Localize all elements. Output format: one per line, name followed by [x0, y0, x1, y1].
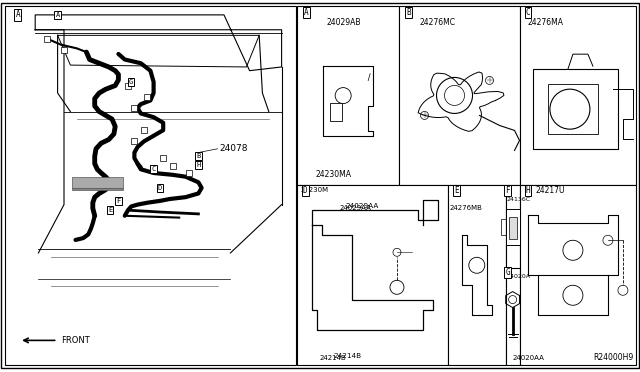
Bar — [297, 6, 399, 185]
Text: 24214B: 24214B — [333, 353, 362, 359]
Text: 24276MA: 24276MA — [528, 18, 564, 27]
Bar — [125, 83, 131, 89]
Text: H: H — [525, 186, 531, 195]
Bar — [506, 185, 520, 365]
Bar — [144, 94, 150, 100]
Text: 24020AA: 24020AA — [512, 355, 544, 361]
Text: 24214B: 24214B — [319, 355, 346, 361]
Text: B: B — [196, 153, 200, 159]
Text: R24000H9: R24000H9 — [593, 353, 634, 362]
Text: FRONT: FRONT — [61, 336, 90, 345]
Text: G: G — [129, 79, 133, 85]
Text: 24029AA: 24029AA — [339, 205, 371, 211]
Bar — [506, 209, 520, 244]
Text: A: A — [15, 10, 20, 19]
Text: 24217U: 24217U — [535, 186, 564, 195]
Bar — [520, 6, 636, 185]
Bar — [520, 185, 636, 365]
Bar — [509, 217, 516, 238]
Bar — [330, 103, 342, 121]
Bar — [61, 47, 67, 53]
Text: F: F — [116, 198, 120, 204]
Text: D: D — [158, 185, 162, 191]
Text: 24020A: 24020A — [506, 273, 530, 279]
Text: 24136C: 24136C — [506, 196, 531, 202]
Bar — [5, 6, 296, 365]
Text: B: B — [406, 8, 411, 17]
Bar — [131, 105, 138, 111]
Text: F: F — [505, 186, 510, 195]
Text: C: C — [152, 166, 156, 172]
Bar — [141, 127, 147, 133]
Text: E: E — [454, 186, 459, 195]
Bar — [399, 6, 520, 185]
Text: H: H — [196, 162, 200, 168]
Bar — [131, 138, 138, 144]
Text: 24029AB: 24029AB — [326, 18, 361, 27]
Text: G: G — [505, 268, 510, 277]
Bar — [72, 188, 123, 190]
Text: 24230MA: 24230MA — [316, 170, 351, 179]
Text: 24276MC: 24276MC — [419, 18, 455, 27]
Text: E: E — [108, 207, 112, 213]
Text: C: C — [525, 8, 531, 17]
Bar — [44, 36, 50, 42]
Text: D: D — [303, 186, 308, 195]
Text: A: A — [304, 8, 309, 17]
Text: 24230M: 24230M — [301, 187, 329, 193]
Text: 24276MB: 24276MB — [450, 205, 483, 211]
Text: 24029AA: 24029AA — [346, 203, 379, 209]
Bar — [72, 177, 123, 188]
Text: 24078: 24078 — [219, 144, 248, 153]
Text: A: A — [56, 12, 60, 18]
Bar — [533, 69, 618, 149]
Bar — [297, 185, 448, 365]
Bar — [186, 170, 192, 176]
Bar — [170, 163, 176, 169]
Bar — [548, 84, 598, 134]
Bar — [160, 155, 166, 161]
Bar — [448, 185, 506, 365]
